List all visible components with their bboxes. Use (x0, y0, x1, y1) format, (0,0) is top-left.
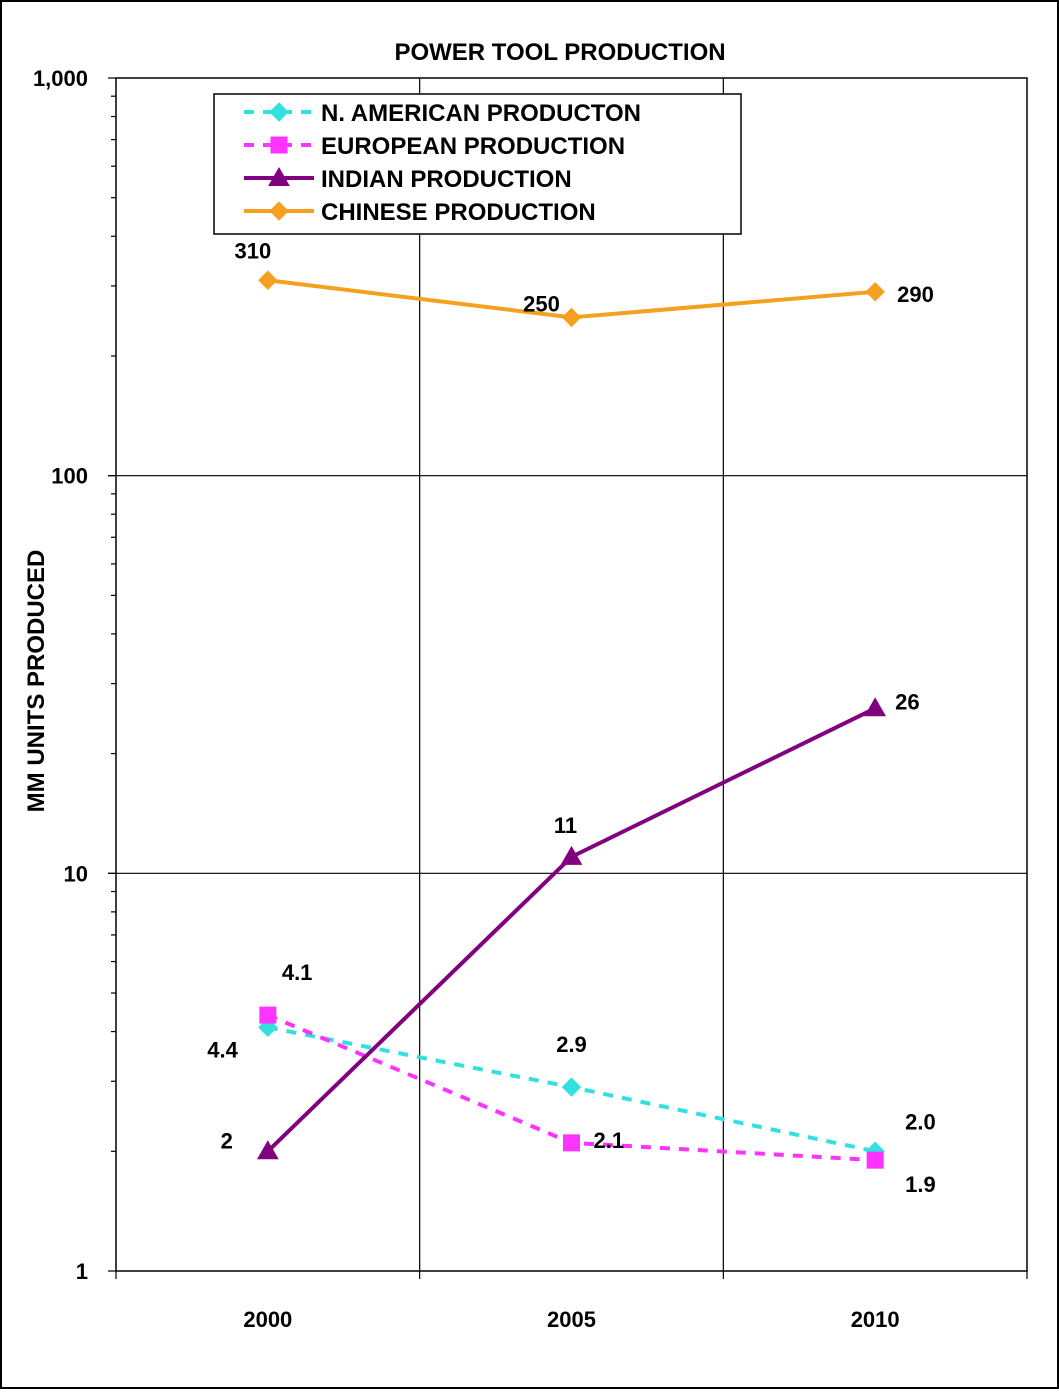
y-tick-label: 1,000 (33, 66, 88, 91)
data-label-layer: 4.4 2.9 2.0 4.1 2.1 1.9 2 11 26 310 250 290 (207, 238, 936, 1197)
grid-layer (115, 77, 1028, 1272)
european-production-data-label: 2.1 (594, 1128, 625, 1153)
series-layer (256, 270, 887, 1169)
legend-chinese-production-label: CHINESE PRODUCTION (321, 199, 596, 226)
indian-production-data-label: 2 (221, 1128, 233, 1153)
y-tick-label: 10 (64, 861, 88, 886)
european-production-data-label: 1.9 (905, 1172, 936, 1197)
chinese-production-data-label: 290 (897, 282, 934, 307)
indian-production-marker (256, 1140, 279, 1160)
legend-european-production-marker (270, 136, 288, 154)
indian-production-marker (560, 845, 583, 865)
x-tick-label: 2000 (243, 1307, 292, 1332)
legend: N. AMERICAN PRODUCTON EUROPEAN PRODUCTION… (213, 93, 742, 235)
n-american-producton-data-label: 2.0 (905, 1109, 936, 1134)
chinese-production-data-label: 310 (234, 238, 271, 263)
indian-production-data-label: 11 (554, 813, 577, 838)
legend-indian-production-marker (268, 166, 290, 186)
indian-production-data-label: 26 (895, 689, 919, 714)
chinese-production-marker (258, 270, 278, 290)
y-axis-label: MM UNITS PRODUCED (23, 550, 50, 813)
chart-title: POWER TOOL PRODUCTION (394, 39, 725, 66)
legend-indian-production-label: INDIAN PRODUCTION (321, 166, 572, 193)
chinese-production-marker (561, 307, 582, 328)
chinese-production-data-label: 250 (523, 291, 560, 316)
x-tick-label: 2010 (851, 1307, 900, 1332)
legend-n-american-producton-marker (269, 102, 289, 122)
y-tick-label: 1 (76, 1259, 88, 1284)
european-production-marker (866, 1151, 884, 1169)
n-american-producton-data-label: 4.4 (207, 1037, 238, 1062)
european-production-data-label: 4.1 (282, 960, 313, 985)
european-production-marker (259, 1006, 277, 1024)
x-tick-label: 2005 (547, 1307, 596, 1332)
plot-area (115, 77, 1028, 1272)
legend-n-american-producton-label: N. AMERICAN PRODUCTON (321, 100, 641, 127)
legend-european-production-label: EUROPEAN PRODUCTION (321, 133, 625, 160)
indian-production-marker (864, 697, 887, 717)
y-tick-label: 100 (51, 464, 88, 489)
n-american-producton-marker (561, 1077, 582, 1097)
axis-layer: 1 10 100 1,000 2000 2005 2010 (33, 66, 1028, 1332)
chinese-production-marker (865, 282, 885, 302)
european-production-marker (563, 1134, 580, 1152)
n-american-producton-data-label: 2.9 (556, 1032, 587, 1057)
legend-chinese-production-marker (269, 201, 289, 221)
